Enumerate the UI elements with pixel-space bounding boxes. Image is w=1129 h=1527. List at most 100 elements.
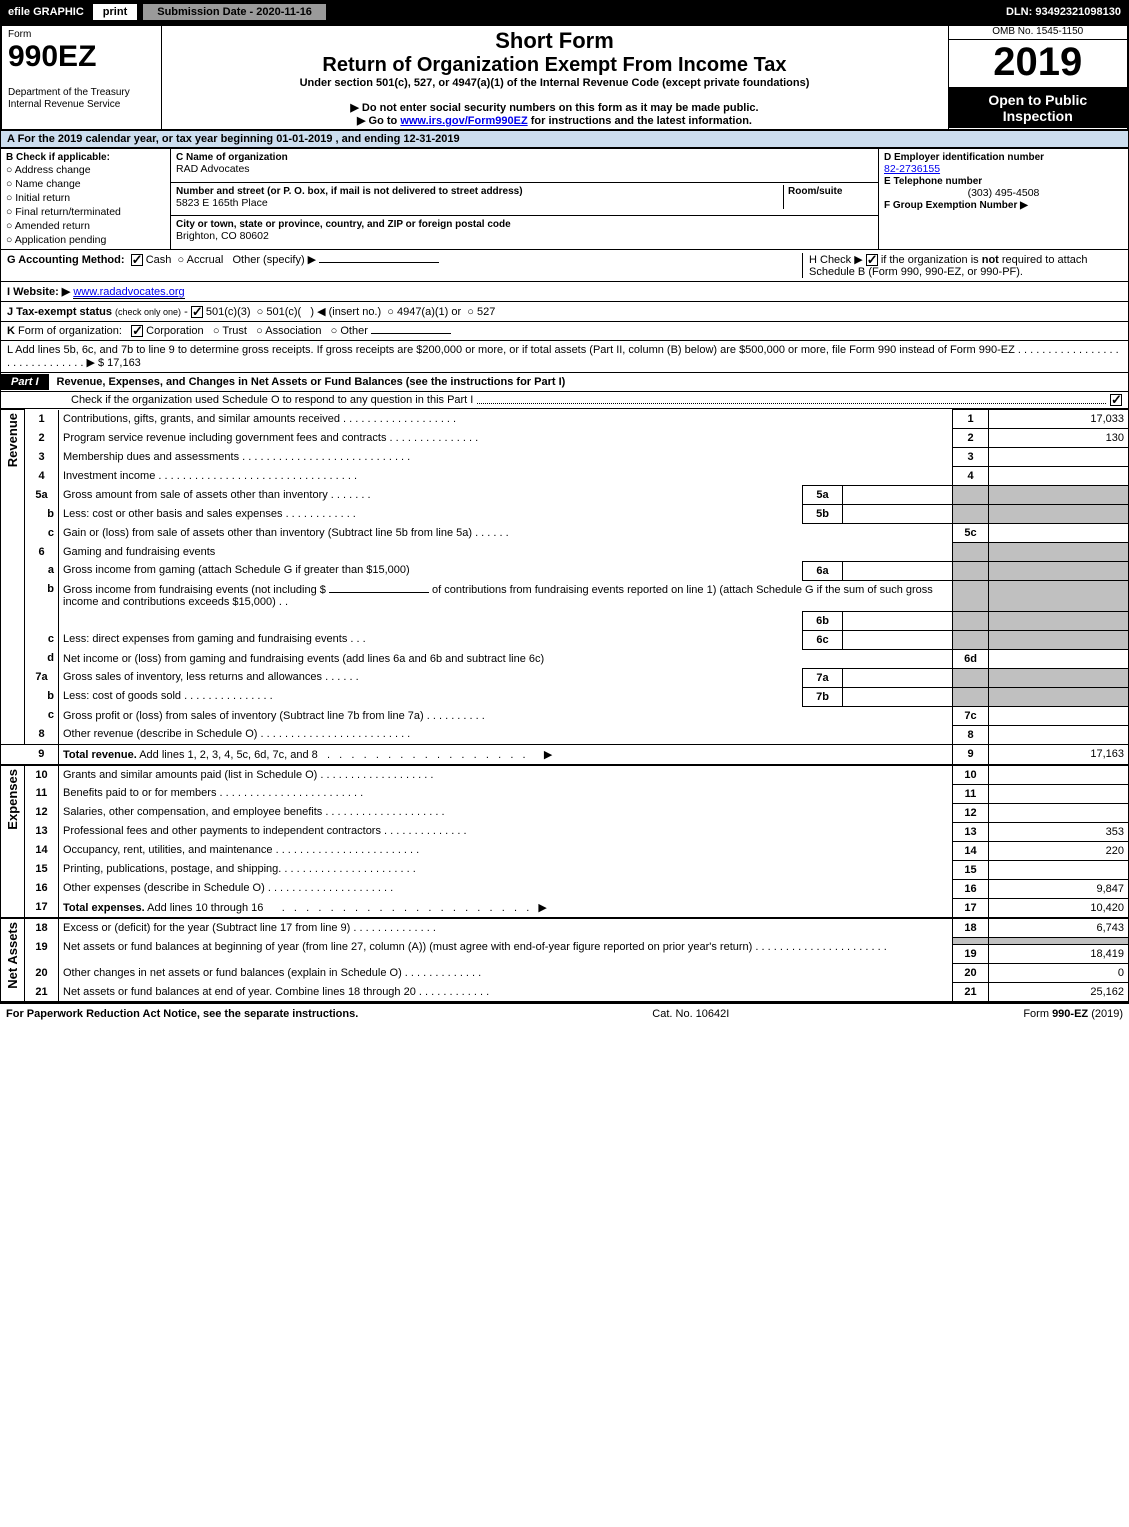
rn1: 1 xyxy=(953,410,989,429)
chk-501c3[interactable] xyxy=(191,306,203,318)
efile-label: efile GRAPHIC xyxy=(0,4,92,20)
rv1: 17,033 xyxy=(989,410,1129,429)
n8: 8 xyxy=(25,725,59,744)
n10: 10 xyxy=(25,765,59,785)
n6a: a xyxy=(25,561,59,580)
accrual-label: Accrual xyxy=(187,254,224,266)
rn3: 3 xyxy=(953,448,989,467)
grey6a xyxy=(953,561,989,580)
d9: Total revenue. Add lines 1, 2, 3, 4, 5c,… xyxy=(59,744,953,765)
submission-date: Submission Date - 2020-11-16 xyxy=(142,3,327,21)
form-header: Form 990EZ Department of the Treasury In… xyxy=(0,24,1129,131)
d4: Investment income . . . . . . . . . . . … xyxy=(59,467,953,486)
grey5bv xyxy=(989,505,1129,524)
rv3 xyxy=(989,448,1129,467)
other-input[interactable] xyxy=(319,262,439,263)
rn19: 19 xyxy=(953,945,989,964)
row-l-val: 17,163 xyxy=(107,357,141,369)
print-button[interactable]: print xyxy=(92,3,138,21)
chk-name-change[interactable]: Name change xyxy=(6,177,165,191)
n16: 16 xyxy=(25,879,59,898)
bn6b: 6b xyxy=(803,611,843,630)
org-name: RAD Advocates xyxy=(176,163,250,175)
d5a: Gross amount from sale of assets other t… xyxy=(59,486,803,505)
chk-h[interactable] xyxy=(866,254,878,266)
grey6av xyxy=(989,561,1129,580)
grey6b2 xyxy=(953,611,989,630)
d8: Other revenue (describe in Schedule O) .… xyxy=(59,725,953,744)
rv2: 130 xyxy=(989,429,1129,448)
chk-initial-return[interactable]: Initial return xyxy=(6,191,165,205)
rv9: 17,163 xyxy=(989,744,1129,765)
d1: Contributions, gifts, grants, and simila… xyxy=(59,410,953,429)
website-link[interactable]: www.radadvocates.org xyxy=(73,286,184,299)
chk-schedule-o[interactable] xyxy=(1110,394,1122,406)
n11: 11 xyxy=(25,784,59,803)
chk-address-change[interactable]: Address change xyxy=(6,163,165,177)
grey6c xyxy=(953,630,989,649)
grey7b xyxy=(953,687,989,706)
d18: Excess or (deficit) for the year (Subtra… xyxy=(59,918,953,938)
rn10: 10 xyxy=(953,765,989,785)
grey7a xyxy=(953,668,989,687)
chk-final-return[interactable]: Final return/terminated xyxy=(6,205,165,219)
irs-label: Internal Revenue Service xyxy=(8,99,120,110)
grey6cv xyxy=(989,630,1129,649)
addr-value: 5823 E 165th Place xyxy=(176,197,268,209)
chk-cash[interactable] xyxy=(131,254,143,266)
fundraising-amt-input[interactable] xyxy=(329,592,429,593)
box-b-label: B Check if applicable: xyxy=(6,152,110,163)
footer-catno: Cat. No. 10642I xyxy=(652,1008,729,1020)
side-expenses: Expenses xyxy=(5,769,20,830)
bv6c xyxy=(843,630,953,649)
d7b: Less: cost of goods sold . . . . . . . .… xyxy=(59,687,803,706)
part-i-label: Part I xyxy=(1,374,49,390)
row-j: J Tax-exempt status (check only one) - 5… xyxy=(0,302,1129,322)
part-i-chktext: Check if the organization used Schedule … xyxy=(71,394,473,406)
open-public: Open to Public Inspection xyxy=(949,88,1128,128)
other-label: Other (specify) ▶ xyxy=(232,254,316,266)
tax-year: 2019 xyxy=(949,40,1128,85)
form-number: 990EZ xyxy=(8,40,96,73)
d20: Other changes in net assets or fund bala… xyxy=(59,964,953,983)
rn7c: 7c xyxy=(953,706,989,725)
footer-form-num: 990-EZ xyxy=(1052,1008,1088,1020)
d6b1a: Gross income from fundraising events (no… xyxy=(63,584,326,596)
rv19: 18,419 xyxy=(989,945,1129,964)
bv7a xyxy=(843,668,953,687)
box-f-label: F Group Exemption Number ▶ xyxy=(884,200,1028,211)
row-a-taxyear: A For the 2019 calendar year, or tax yea… xyxy=(0,131,1129,148)
d6b1: Gross income from fundraising events (no… xyxy=(59,580,953,611)
chk-application-pending[interactable]: Application pending xyxy=(6,233,165,247)
rn12: 12 xyxy=(953,803,989,822)
row-h-text1: H Check ▶ xyxy=(809,254,863,266)
footer-left: For Paperwork Reduction Act Notice, see … xyxy=(6,1008,358,1020)
d13: Professional fees and other payments to … xyxy=(59,822,953,841)
d5c: Gain or (loss) from sale of assets other… xyxy=(59,524,953,543)
chk-amended-return[interactable]: Amended return xyxy=(6,219,165,233)
grey5av xyxy=(989,486,1129,505)
grey6 xyxy=(953,543,989,562)
room-label: Room/suite xyxy=(788,186,842,197)
irs-link[interactable]: www.irs.gov/Form990EZ xyxy=(400,115,527,127)
d12: Salaries, other compensation, and employ… xyxy=(59,803,953,822)
rn2: 2 xyxy=(953,429,989,448)
grey19v xyxy=(989,938,1129,945)
ein-value[interactable]: 82-2736155 xyxy=(884,163,940,175)
rn9: 9 xyxy=(953,744,989,765)
dept-treasury: Department of the Treasury xyxy=(8,87,130,98)
n5a: 5a xyxy=(25,486,59,505)
box-c-name-label: C Name of organization xyxy=(176,152,288,163)
grey6b1 xyxy=(953,580,989,611)
n7b: b xyxy=(25,687,59,706)
chk-corporation[interactable] xyxy=(131,325,143,337)
row-k: K Form of organization: Corporation ○ Tr… xyxy=(0,322,1129,341)
row-l: L Add lines 5b, 6c, and 7b to line 9 to … xyxy=(0,341,1129,373)
n17: 17 xyxy=(25,898,59,918)
d10: Grants and similar amounts paid (list in… xyxy=(59,765,953,785)
d9b: Total revenue. xyxy=(63,749,137,761)
side-netassets: Net Assets xyxy=(5,922,20,989)
n15: 15 xyxy=(25,860,59,879)
phone-value: (303) 495-4508 xyxy=(884,187,1123,199)
topbar: efile GRAPHIC print Submission Date - 20… xyxy=(0,0,1129,24)
